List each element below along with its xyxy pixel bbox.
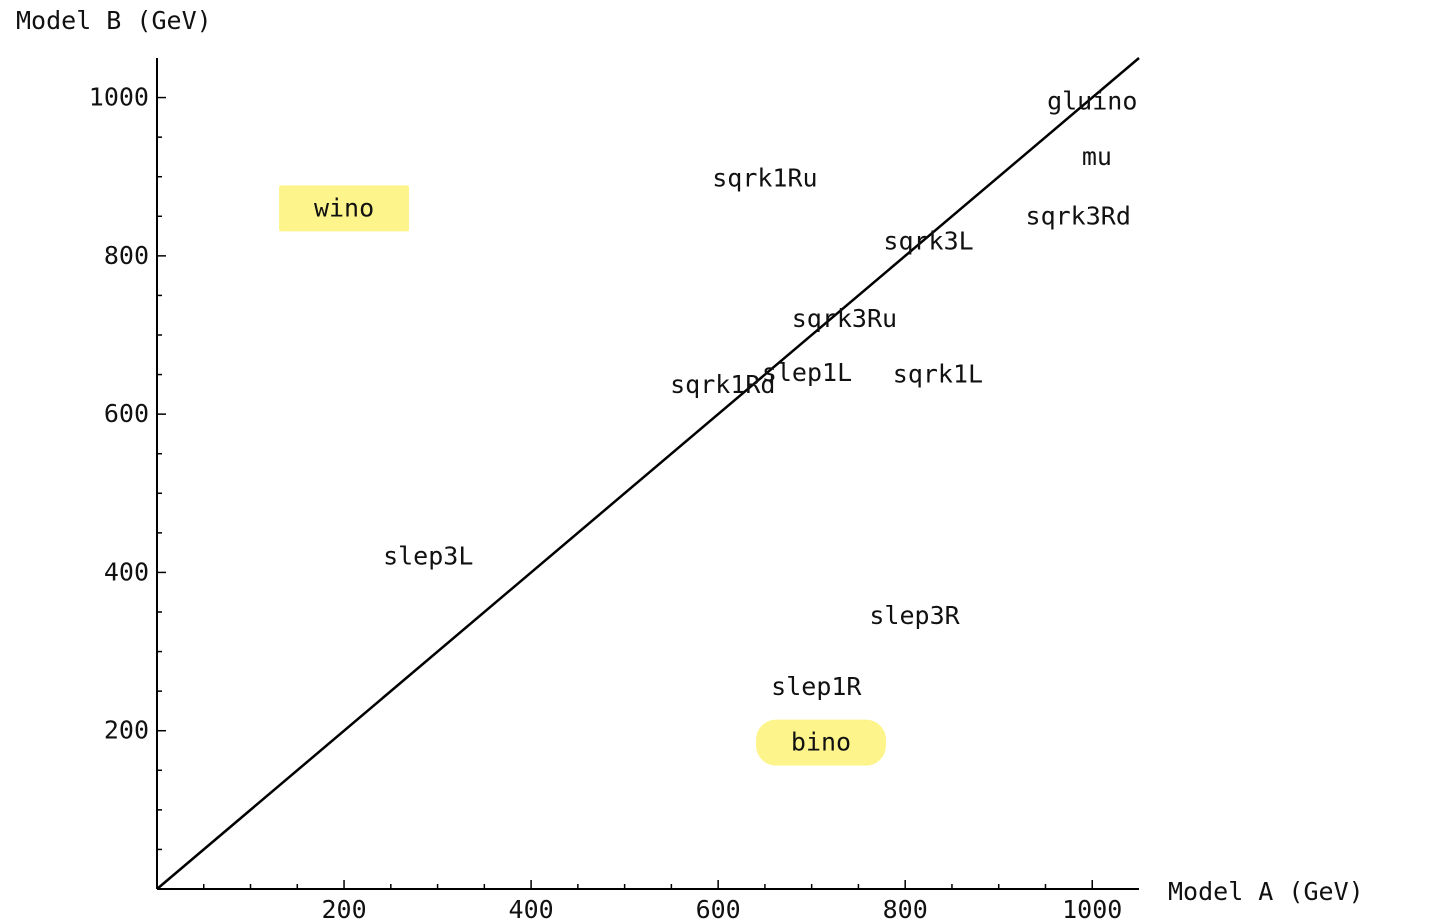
- x-tick-label: 600: [696, 895, 741, 922]
- y-axis-title: Model B (GeV): [16, 6, 212, 35]
- y-tick-label: 600: [104, 399, 149, 428]
- x-tick-label: 400: [509, 895, 554, 922]
- x-tick-label: 1000: [1062, 895, 1122, 922]
- point-label-sqrk1Ru: sqrk1Ru: [712, 163, 817, 192]
- point-labels-layer: gluino mu sqrk1Ru wino sqrk3Rd sqrk3L sqrk3Ru s…: [314, 87, 1137, 757]
- ticks-layer: 200 400 600 800 1000 200 400 600 800 1000: [89, 83, 1123, 922]
- point-label-sqrk3L: sqrk3L: [883, 227, 973, 256]
- point-label-bino: bino: [791, 728, 851, 757]
- point-label-wino: wino: [314, 193, 374, 222]
- y-tick-label: 400: [104, 557, 149, 586]
- highlight-mark: [279, 185, 410, 232]
- point-label-sqrk1Rd: sqrk1Rd: [670, 370, 775, 399]
- point-label-slep3R: slep3R: [869, 601, 960, 630]
- x-axis-title: Model A (GeV): [1168, 877, 1364, 906]
- x-tick-label: 200: [321, 895, 366, 922]
- point-label-slep1L: slep1L: [762, 358, 852, 387]
- highlights-layer: [279, 185, 887, 766]
- diagonal-line: [156, 57, 1140, 890]
- point-label-slep3L: slep3L: [383, 542, 473, 571]
- point-label-slep1R: slep1R: [771, 672, 862, 701]
- x-tick-label: 800: [883, 895, 928, 922]
- y-tick-label: 1000: [89, 83, 149, 112]
- point-label-mu: mu: [1082, 142, 1112, 171]
- y-tick-label: 800: [104, 241, 149, 270]
- highlight-mark: [756, 719, 887, 766]
- point-label-sqrk3Ru: sqrk3Ru: [792, 304, 897, 333]
- y-tick-label: 200: [104, 716, 149, 745]
- point-label-sqrk3Rd: sqrk3Rd: [1026, 201, 1131, 230]
- point-label-gluino: gluino: [1047, 87, 1137, 116]
- point-label-sqrk1L: sqrk1L: [893, 360, 983, 389]
